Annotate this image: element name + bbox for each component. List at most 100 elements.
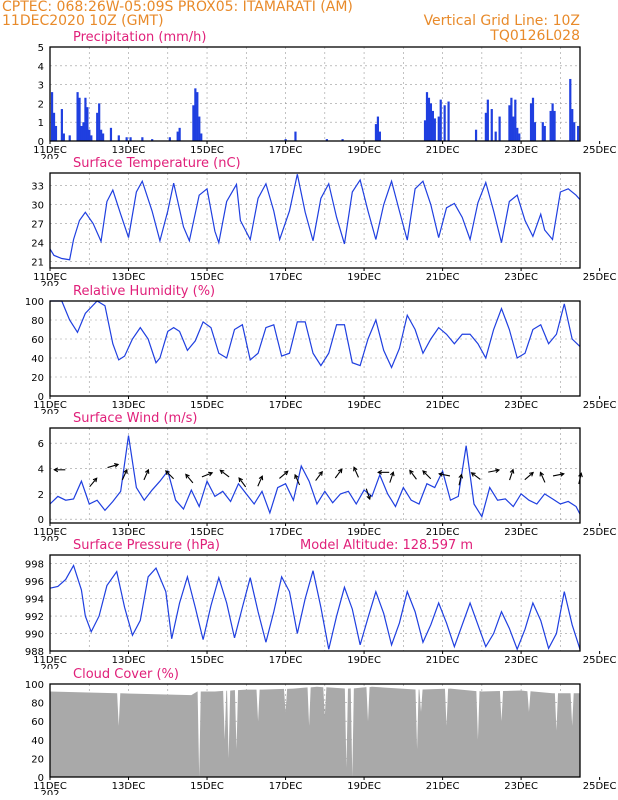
- precip-bar: [498, 116, 501, 141]
- press-ytick-label: 998: [25, 560, 44, 571]
- temp-xtick-label: 23DEC: [504, 272, 538, 283]
- wind-arrow-head: [539, 471, 544, 477]
- rh-xtick-label: 19DEC: [347, 400, 381, 411]
- station-header: CPTEC: 068:26W-05:09S PROX05: ITAMARATI …: [2, 0, 353, 15]
- wind-xtick-label: 17DEC: [269, 527, 303, 538]
- press-ytick-label: 994: [25, 595, 44, 606]
- wind-arrow: [279, 470, 289, 479]
- rh-ytick-label: 0: [38, 392, 44, 403]
- wind-arrow-shaft: [458, 474, 462, 486]
- precip-bar: [376, 116, 380, 141]
- wind-frame: [49, 427, 581, 524]
- press-ytick-label: 990: [25, 630, 44, 641]
- wind-xtick-label: 23DEC: [504, 527, 538, 538]
- rh-title: Relative Humidity (%): [73, 284, 215, 299]
- cloud-xtick-label: 25DEC: [583, 781, 617, 792]
- model-code: TQ0126L028: [489, 28, 580, 44]
- precip-bar: [447, 101, 450, 141]
- wind-arrow: [377, 469, 390, 475]
- precip-bar: [194, 88, 197, 141]
- precip-ytick-label: 4: [38, 62, 44, 73]
- precip-bar: [512, 116, 515, 141]
- wind-arrow: [524, 471, 535, 481]
- precip-bar: [374, 124, 378, 141]
- wind-arrow-head: [92, 477, 98, 483]
- cloud-frame: [49, 683, 581, 778]
- wind-ytick-label: 6: [38, 439, 44, 450]
- cloud-ytick-label: 100: [25, 680, 44, 691]
- cloud-xtick-label: 13DEC: [112, 781, 146, 792]
- precip-xtick-label: 21DEC: [426, 145, 460, 156]
- temp-ytick-label: 21: [31, 258, 44, 269]
- precip-ytick-label: 2: [38, 99, 44, 110]
- cloud-panel: 0 20 40 60 80 100 Cloud Cover (%) 11DEC 13DEC 15D…: [25, 667, 617, 800]
- wind-arrow-head: [495, 468, 501, 473]
- precip-bar: [90, 135, 93, 141]
- precip-bar: [425, 92, 429, 141]
- wind-arrow-head: [559, 472, 565, 477]
- precip-ytick-label: 5: [38, 43, 44, 54]
- press-ytick-label: 992: [25, 612, 44, 623]
- wind-arrow-head: [283, 470, 289, 476]
- precip-bar: [151, 139, 154, 141]
- wind-ytick-label: 4: [38, 465, 44, 476]
- wind-arrow-shaft: [143, 469, 149, 481]
- grid-line-note: Vertical Grid Line: 10Z: [424, 13, 580, 29]
- precip-bar: [82, 122, 85, 141]
- precip-title: Precipitation (mm/h): [73, 30, 206, 45]
- rh-year-label: 202: [40, 408, 59, 419]
- wind-line: [49, 435, 581, 519]
- wind-arrow: [438, 472, 451, 477]
- press-xtick-label: 15DEC: [190, 655, 224, 666]
- precip-bar: [284, 139, 287, 141]
- wind-arrow: [294, 473, 301, 486]
- wind-arrow-shaft: [471, 472, 481, 480]
- precip-bar: [553, 110, 556, 141]
- cloud-xtick-label: 23DEC: [504, 781, 538, 792]
- temp-panel: 21 24 27 30 33 Surface Temperature (nC) 11DEC 1…: [31, 156, 616, 291]
- wind-arrow-head: [377, 469, 382, 475]
- cloud-xtick-label: 15DEC: [190, 781, 224, 792]
- wind-arrow: [143, 468, 150, 481]
- wind-arrow: [422, 470, 432, 480]
- wind-arrow-head: [114, 463, 120, 468]
- wind-xtick-label: 25DEC: [583, 527, 617, 538]
- temp-xtick-label: 25DEC: [583, 272, 617, 283]
- wind-arrow: [539, 471, 546, 483]
- wind-arrow-head: [165, 470, 170, 475]
- wind-arrow-shaft: [294, 474, 301, 486]
- wind-arrow: [107, 463, 120, 469]
- temp-ytick-label: 30: [31, 201, 44, 212]
- rh-xtick-label: 15DEC: [190, 400, 224, 411]
- precip-bar: [168, 137, 171, 141]
- wind-arrow-shaft: [409, 470, 417, 480]
- wind-arrow: [365, 488, 371, 501]
- rh-xtick-label: 13DEC: [112, 400, 146, 411]
- wind-arrow-head: [144, 468, 150, 474]
- rh-ytick-label: 20: [31, 373, 44, 384]
- wind-arrow: [165, 470, 175, 480]
- rh-ytick-label: 40: [31, 354, 44, 365]
- wind-xtick-label: 21DEC: [426, 527, 460, 538]
- precip-bar: [54, 125, 58, 141]
- precip-xtick-label: 15DEC: [190, 145, 224, 156]
- wind-arrow-shaft: [107, 463, 119, 469]
- precip-xtick-label: 17DEC: [269, 145, 303, 156]
- wind-arrow: [458, 473, 464, 486]
- chart-panels: 0 1 2 3 4 5 Precipitation (mm/h) 11DEC 13DEC 15DE…: [25, 30, 617, 800]
- wind-ytick-label: 0: [38, 515, 44, 526]
- precip-bar: [102, 133, 105, 141]
- precip-bar: [549, 110, 552, 141]
- press-xtick-label: 21DEC: [426, 655, 460, 666]
- precip-bar: [84, 97, 87, 141]
- rh-ytick-label: 100: [25, 297, 44, 308]
- press-xtick-label: 19DEC: [347, 655, 381, 666]
- precip-bar: [52, 112, 56, 141]
- temp-ytick-label: 27: [31, 220, 44, 231]
- precip-bar: [117, 135, 120, 141]
- cloud-cover-area: [50, 686, 580, 777]
- cloud-ytick-label: 0: [38, 773, 44, 784]
- precip-bar: [60, 109, 63, 141]
- wind-arrow-shaft: [315, 471, 323, 481]
- temp-xtick-label: 17DEC: [269, 272, 303, 283]
